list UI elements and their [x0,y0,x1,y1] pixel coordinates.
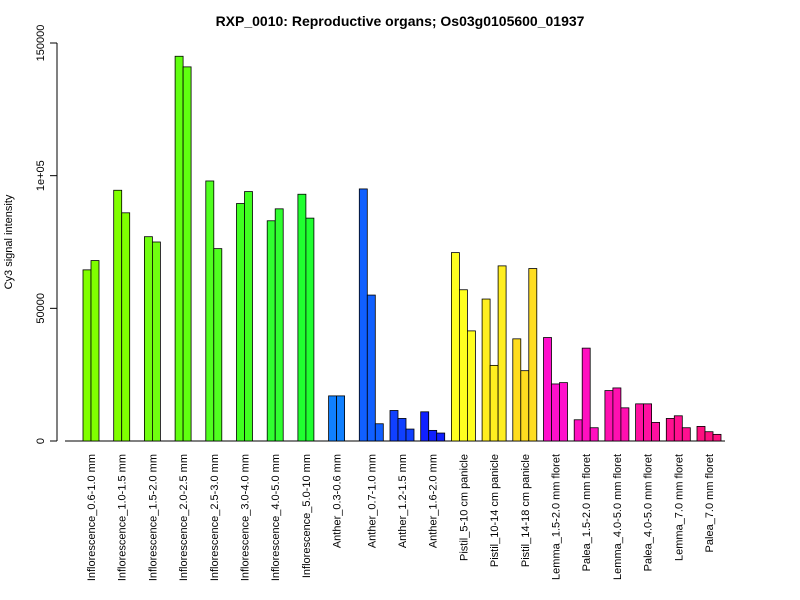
x-tick-label: Palea_1.5-2.0 mm floret [581,454,593,571]
bar [305,217,315,442]
x-tick-label: Lemma_4.0-5.0 mm floret [612,454,624,580]
bar [151,241,161,442]
bar [489,364,499,442]
x-tick-label: Lemma_1.5-2.0 mm floret [551,454,563,580]
bar [651,422,660,442]
x-tick-labels: Inflorescence_0.6-1.0 mm Inflorescence_1.… [86,454,716,581]
bar [643,403,652,442]
bar [113,189,123,442]
x-tick-label: Palea_4.0-5.0 mm floret [643,454,655,571]
x-tick-label: Inflorescence_0.6-1.0 mm [86,454,98,581]
x-tick-label: Anther_1.2-1.5 mm [397,454,409,548]
bar [82,269,92,442]
x-tick-label: Inflorescence_4.0-5.0 mm [270,454,282,581]
bar [428,429,438,442]
bar [466,330,476,442]
y-tick-label: 150000 [35,25,47,62]
y-tick-label: 50000 [35,293,47,324]
bar [266,220,276,442]
bar [543,337,552,442]
x-tick-label: Lemma_7.0 mm floret [673,454,685,561]
bar [366,294,376,442]
bar [512,338,522,442]
bar [712,433,722,442]
x-tick-label: Inflorescence_3.0-4.0 mm [240,454,252,581]
bar [358,188,368,442]
bar [681,427,691,442]
bar [481,298,491,442]
bar [405,428,415,442]
bar [696,426,706,442]
bar [374,423,384,442]
x-tick-label: Anther_0.3-0.6 mm [332,454,344,548]
bar [581,347,591,442]
x-tick-label: Inflorescence_5.0-10 mm [301,454,313,578]
x-tick-label: Inflorescence_2.0-2.5 mm [178,454,190,581]
bar [182,66,192,442]
bar [620,407,630,442]
bar [635,403,644,442]
y-axis-label: Cy3 signal intensity [3,194,15,289]
bar [520,370,530,442]
chart-title: RXP_0010: Reproductive organs; Os03g0105… [216,13,585,29]
bar [551,383,560,442]
y-tick-label: 0 [35,438,47,444]
x-tick-label: Pistil_14-18 cm panicle [520,454,532,567]
bar [559,382,568,442]
bar [420,411,430,442]
bar [205,180,215,442]
bar [397,418,407,442]
bar [213,248,223,442]
bar [704,431,714,442]
bar [458,289,468,442]
bar [604,390,614,442]
bar [274,208,284,442]
bar [336,395,346,442]
bar [573,419,583,442]
bar [174,55,184,442]
bar [665,418,675,442]
x-tick-label: Anther_1.6-2.0 mm [428,454,440,548]
x-tick-label: Inflorescence_2.5-3.0 mm [209,454,221,581]
y-axis: 0 50000 1e+05 150000 [35,25,58,444]
bar [143,236,153,442]
bar [589,427,599,442]
bar [389,410,399,442]
bar [328,395,338,442]
bar [297,193,307,442]
bar [244,191,253,442]
bar [236,203,245,442]
bar [612,387,622,442]
x-tick-label: Pistil_5-10 cm panicle [458,454,470,561]
y-tick-label: 1e+05 [35,160,47,191]
x-tick-label: Inflorescence_1.5-2.0 mm [147,454,159,581]
bar [673,415,683,442]
x-tick-label: Inflorescence_1.0-1.5 mm [117,454,129,581]
x-tick-label: Palea_7.0 mm floret [704,454,716,552]
x-tick-label: Pistil_10-14 cm panicle [489,454,501,567]
bars [65,55,725,442]
bar [497,265,507,442]
bar [528,268,538,442]
bar [90,260,100,442]
bar [121,212,131,442]
x-tick-label: Anther_0.7-1.0 mm [366,454,378,548]
bar [436,432,446,442]
bar [450,252,460,442]
